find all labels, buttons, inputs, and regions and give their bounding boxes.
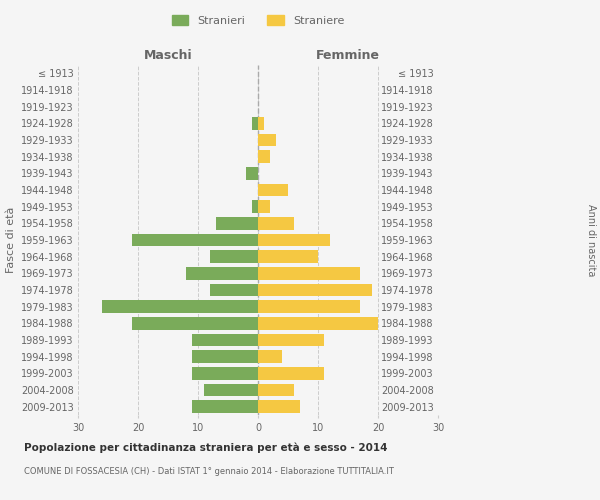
Bar (258, 117, 264, 130)
Bar (258, 334, 324, 346)
Bar (258, 317, 378, 330)
Bar (132, 234, 258, 246)
Legend: Stranieri, Straniere: Stranieri, Straniere (167, 10, 349, 30)
Bar (258, 217, 294, 230)
Bar (258, 384, 294, 396)
Bar (258, 250, 318, 263)
Bar (258, 234, 330, 246)
Bar (192, 334, 258, 346)
Bar (192, 367, 258, 380)
Bar (258, 300, 360, 313)
Text: Popolazione per cittadinanza straniera per età e sesso - 2014: Popolazione per cittadinanza straniera p… (24, 442, 388, 453)
Bar (252, 200, 258, 213)
Text: Maschi: Maschi (143, 48, 193, 62)
Bar (246, 167, 258, 179)
Text: Anni di nascita: Anni di nascita (586, 204, 596, 276)
Bar (258, 184, 288, 196)
Bar (186, 267, 258, 280)
Y-axis label: Fasce di età: Fasce di età (5, 207, 16, 273)
Bar (204, 384, 258, 396)
Bar (258, 200, 270, 213)
Bar (210, 284, 258, 296)
Bar (192, 350, 258, 363)
Bar (258, 134, 276, 146)
Bar (192, 400, 258, 413)
Bar (258, 284, 372, 296)
Bar (252, 117, 258, 130)
Bar (258, 150, 270, 163)
Bar (258, 267, 360, 280)
Bar (132, 317, 258, 330)
Bar (258, 400, 300, 413)
Bar (216, 217, 258, 230)
Bar (210, 250, 258, 263)
Bar (258, 367, 324, 380)
Bar (102, 300, 258, 313)
Text: COMUNE DI FOSSACESIA (CH) - Dati ISTAT 1° gennaio 2014 - Elaborazione TUTTITALIA: COMUNE DI FOSSACESIA (CH) - Dati ISTAT 1… (24, 468, 394, 476)
Bar (258, 350, 282, 363)
Text: Femmine: Femmine (316, 48, 380, 62)
